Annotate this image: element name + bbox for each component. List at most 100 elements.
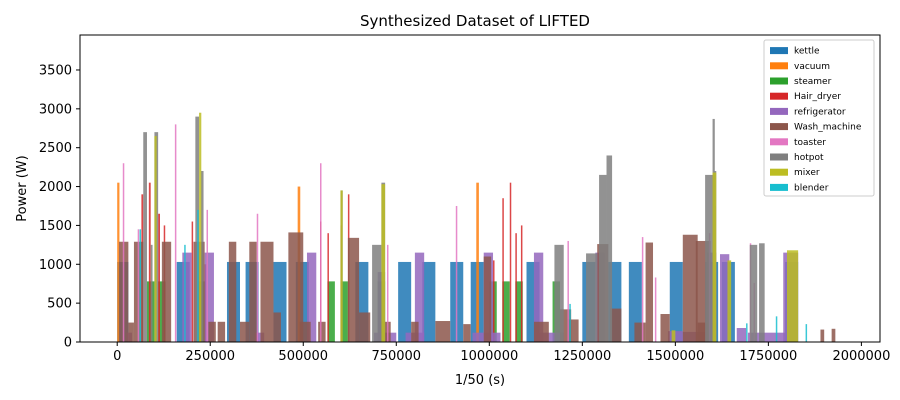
x-tick-label: 0 (113, 349, 121, 364)
bar-wash-machine (411, 321, 419, 342)
bar-refrigerator (747, 332, 786, 342)
x-tick-label: 1000000 (460, 349, 518, 364)
bar-refrigerator (720, 254, 730, 342)
x-tick-label: 250000 (185, 349, 235, 364)
bar-blender (197, 209, 199, 342)
bar-hair-dryer (515, 233, 517, 342)
legend-swatch (770, 153, 788, 161)
bar-hotpot (150, 244, 153, 342)
legend-label: hotpot (794, 153, 824, 163)
bar-mixer (671, 330, 676, 342)
legend-label: mixer (794, 168, 820, 178)
legend-label: Hair_dryer (794, 92, 841, 102)
legend-label: Wash_machine (794, 123, 862, 133)
bar-kettle (398, 261, 412, 342)
bar-hotpot (749, 244, 758, 342)
bar-toaster (174, 124, 177, 342)
bar-wash-machine (228, 241, 237, 342)
chart-title: Synthesized Dataset of LIFTED (360, 12, 590, 30)
bar-hair-dryer (158, 213, 160, 342)
bar-steamer (340, 281, 348, 342)
bar-wash-machine (533, 321, 549, 342)
bar-kettle (628, 261, 642, 342)
bar-wash-machine (463, 324, 471, 342)
series-toaster (122, 124, 755, 342)
bar-wash-machine (567, 319, 579, 342)
bar-blender (775, 316, 778, 342)
bar-blender (184, 244, 186, 342)
bar-toaster (256, 213, 259, 342)
x-tick-label: 750000 (371, 349, 421, 364)
bar-wash-machine (682, 234, 698, 342)
legend-box (763, 39, 875, 197)
y-tick-label: 1500 (39, 219, 72, 234)
bar-wash-machine (610, 308, 622, 342)
y-tick-label: 0 (64, 336, 72, 351)
series-blender (139, 209, 808, 342)
legend-label: kettle (794, 47, 820, 57)
bar-toaster (206, 209, 209, 342)
x-tick-label: 1750000 (739, 349, 797, 364)
x-tick-label: 2000000 (832, 349, 890, 364)
y-tick-label: 3500 (39, 63, 72, 78)
bar-wash-machine (273, 312, 281, 342)
y-tick-label: 2000 (39, 180, 72, 195)
bar-wash-machine (381, 321, 391, 342)
legend-label: blender (794, 183, 829, 193)
bar-refrigerator (736, 328, 747, 342)
legend-swatch (770, 47, 788, 55)
bar-wash-machine (249, 241, 257, 342)
bar-blender (805, 324, 808, 342)
bar-refrigerator (537, 332, 564, 342)
bar-hotpot (554, 244, 564, 342)
bar-wash-machine (299, 321, 311, 342)
bar-toaster (386, 244, 389, 342)
bar-hotpot (143, 132, 147, 342)
bar-wash-machine (483, 256, 492, 342)
x-tick-label: 500000 (278, 349, 328, 364)
bar-hair-dryer (520, 225, 523, 342)
bar-refrigerator (204, 252, 214, 342)
bar-wash-machine (359, 312, 371, 342)
bar-toaster (455, 205, 458, 342)
bar-wash-machine (288, 232, 304, 342)
bar-refrigerator (414, 252, 425, 342)
bar-mixer (340, 190, 343, 342)
bar-wash-machine (435, 321, 451, 342)
bar-wash-machine (660, 314, 670, 342)
bar-mixer (381, 184, 386, 342)
bar-wash-machine (208, 321, 216, 342)
bar-toaster (320, 163, 322, 342)
legend-swatch (770, 123, 788, 131)
bar-hair-dryer (148, 182, 151, 342)
bar-kettle (422, 261, 436, 342)
bar-hotpot (759, 243, 765, 342)
bar-wash-machine (347, 237, 360, 342)
bar-mixer (727, 260, 732, 342)
bar-hotpot (200, 171, 204, 342)
y-axis-title: Power (W) (15, 155, 30, 221)
x-tick-label: 1250000 (553, 349, 611, 364)
bar-hotpot (586, 253, 598, 342)
legend-swatch (770, 107, 788, 115)
legend-swatch (770, 183, 788, 191)
bar-wash-machine (560, 309, 572, 342)
x-tick-label: 1500000 (646, 349, 704, 364)
bar-vacuum (476, 182, 479, 342)
legend-swatch (770, 138, 788, 146)
legend-swatch (770, 168, 788, 176)
bar-hotpot (705, 174, 715, 342)
bar-blender (139, 229, 142, 342)
bar-mixer (712, 172, 717, 342)
bar-hotpot (372, 244, 382, 342)
bar-refrigerator (254, 332, 265, 342)
bar-wash-machine (831, 328, 836, 342)
bar-wash-machine (697, 322, 709, 342)
bar-wash-machine (645, 242, 654, 342)
bar-hair-dryer (502, 198, 504, 342)
bar-hair-dryer (493, 260, 495, 342)
bar-hair-dryer (191, 221, 194, 342)
bar-refrigerator (182, 252, 192, 342)
bar-wash-machine (161, 241, 172, 342)
